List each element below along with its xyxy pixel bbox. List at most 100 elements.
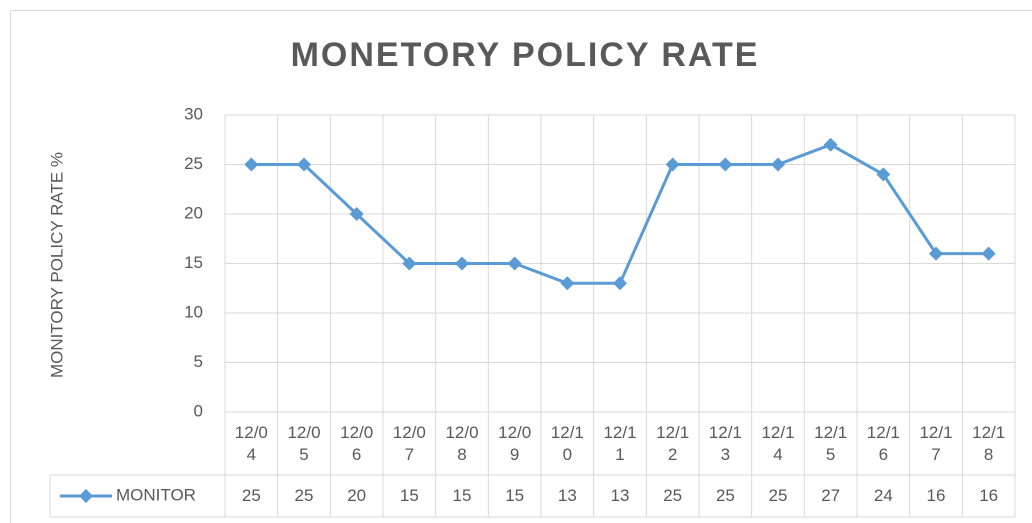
marker: [297, 157, 311, 172]
x-tick-label-cell: 12/08: [436, 412, 489, 475]
y-tick-label: 25: [184, 154, 203, 173]
table-value: 16: [926, 486, 946, 505]
marker: [665, 157, 680, 172]
table-value: 13: [610, 486, 630, 505]
table-value-box: 20: [330, 475, 383, 517]
x-tick-label-cell: 12/11: [594, 412, 647, 475]
marker: [981, 246, 996, 261]
table-value-box: 25: [768, 486, 788, 505]
x-tick-label: 12/14: [761, 422, 795, 464]
x-tick-label-cell: 12/07: [383, 412, 436, 475]
table-value: 25: [768, 486, 788, 505]
x-tick-label-cell: 12/12: [646, 412, 699, 475]
y-tick-label: 10: [184, 302, 203, 321]
marker: [771, 157, 785, 172]
table-value-cell: 15: [436, 475, 489, 517]
chart-title: MONETORY POLICY RATE: [291, 36, 760, 74]
x-tick-label-cell: 12/04: [225, 412, 278, 475]
table-value-cell: 25: [278, 475, 331, 517]
y-tick-label: 15: [184, 253, 203, 272]
y-tick-label: 0: [194, 401, 203, 420]
x-tick-label: 12/04: [234, 422, 268, 464]
table-value-box: 15: [383, 475, 436, 517]
table-value: 15: [452, 486, 472, 505]
x-tick-label-box: 12/14: [752, 412, 805, 475]
x-tick-label: 12/15: [814, 422, 848, 464]
x-tick-label: 12/08: [445, 422, 479, 464]
legend-marker: [79, 489, 93, 503]
x-tick-label-box: 12/17: [910, 412, 963, 475]
x-tick-label-box: 12/05: [278, 412, 331, 475]
table-value: 20: [347, 486, 367, 505]
x-tick-label-cell: 12/06: [330, 412, 383, 475]
x-tick-label: 12/09: [498, 422, 532, 464]
marker: [823, 137, 838, 152]
table-value-box: 13: [594, 475, 647, 517]
table-value-cell: 13: [541, 475, 594, 517]
x-tick-label-box: 12/10: [550, 422, 584, 464]
table-value-box: 16: [979, 486, 998, 505]
x-tick-label: 12/18: [972, 422, 1006, 464]
table-value-box: 27: [804, 475, 857, 517]
table-value-box: 24: [857, 475, 910, 517]
table-value-box: 16: [910, 475, 963, 517]
table-value: 13: [557, 486, 577, 505]
table-value: 25: [241, 486, 261, 505]
marker: [718, 157, 733, 172]
table-value-cell: 27: [804, 475, 857, 517]
y-tick-label: 20: [184, 203, 203, 222]
x-tick-label-cell: 12/13: [699, 412, 752, 475]
y-axis-label: MONITORY POLICY RATE %: [47, 152, 66, 378]
marker: [876, 167, 891, 182]
y-tick-label: 5: [194, 352, 203, 371]
table-value-box: 25: [646, 475, 699, 517]
table-value: 15: [399, 486, 419, 505]
marker: [507, 256, 522, 271]
x-tick-label-box: 12/12: [646, 412, 699, 475]
x-tick-label: 12/10: [550, 422, 584, 464]
x-tick-label-cell: 12/05: [278, 412, 331, 475]
table-value: 27: [821, 486, 841, 505]
x-tick-label: 12/13: [708, 422, 742, 464]
table-value-cell: 25: [225, 475, 278, 517]
x-tick-label-box: 12/09: [488, 412, 541, 475]
x-tick-label: 12/07: [392, 422, 426, 464]
x-tick-label-cell: 12/18: [962, 412, 1015, 475]
table-value-cell: 20: [330, 475, 383, 517]
table-value-box: 13: [541, 475, 594, 517]
table-value-cell: 25: [646, 475, 699, 517]
x-tick-label-cell: 12/15: [804, 412, 857, 475]
table-value-cell: 24: [857, 475, 910, 517]
table-value-box: 25: [278, 475, 331, 517]
table-value-box: 15: [488, 475, 541, 517]
x-tick-label-box: 12/11: [594, 412, 647, 475]
x-tick-label-box: 12/04: [225, 412, 278, 475]
x-tick-label: 12/17: [919, 422, 953, 464]
marker: [929, 246, 943, 261]
table-value-cell: 15: [488, 475, 541, 517]
x-tick-label-cell: 12/09: [488, 412, 541, 475]
x-tick-label-cell: 12/14: [752, 412, 805, 475]
table-value-cell: 16: [910, 475, 963, 517]
x-tick-label: 12/11: [603, 422, 637, 464]
x-tick-label-box: 12/08: [436, 412, 489, 475]
x-tick-label: 12/16: [866, 422, 900, 464]
y-tick-label: 30: [184, 104, 203, 123]
marker: [455, 256, 469, 271]
x-tick-label-box: 12/15: [804, 412, 857, 475]
x-tick-label-box: 12/07: [383, 412, 436, 475]
x-tick-label: 12/05: [287, 422, 321, 464]
table-value: 15: [505, 486, 525, 505]
table-value: 25: [715, 486, 735, 505]
marker: [402, 256, 417, 271]
table-value-cell: 13: [594, 475, 647, 517]
marker: [613, 276, 627, 291]
x-tick-label-cell: 12/17: [910, 412, 963, 475]
legend-label: MONITOR: [116, 485, 196, 504]
chart-border: [10, 10, 1032, 523]
table-value-box: 15: [436, 475, 489, 517]
table-value-cell: 15: [383, 475, 436, 517]
x-tick-label: 12/12: [656, 422, 690, 464]
marker: [349, 207, 364, 221]
